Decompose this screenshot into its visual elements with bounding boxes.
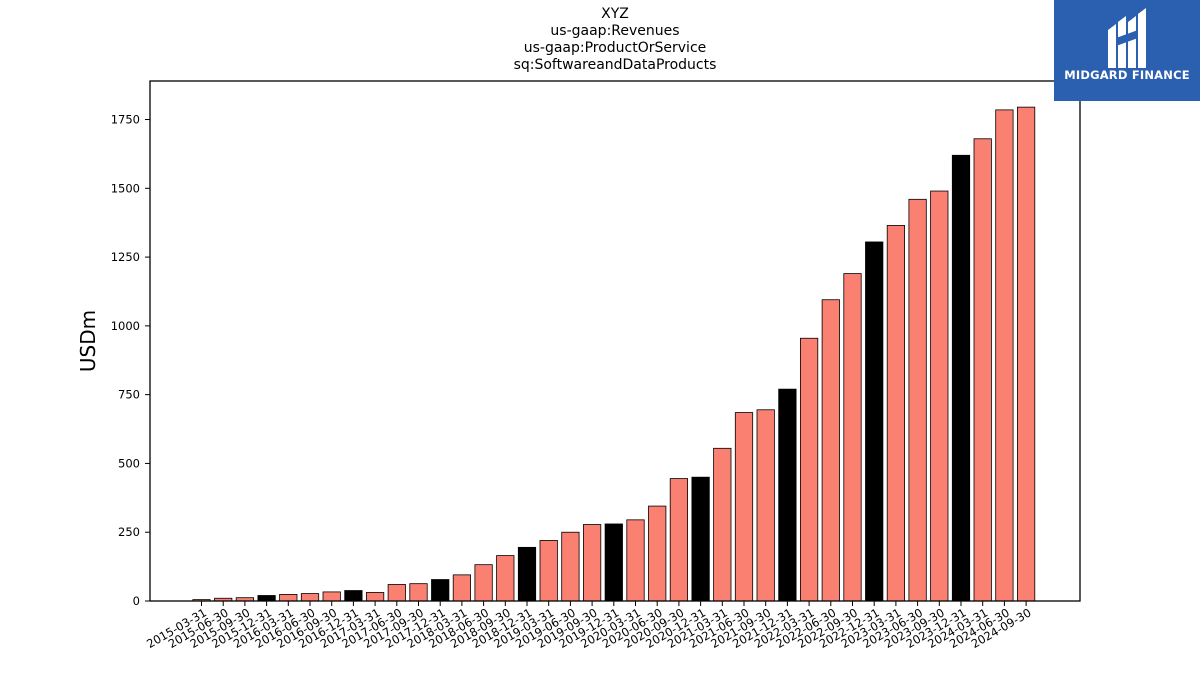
brand-logo-text: MIDGARD FINANCE [1064,68,1190,82]
plot-frame [149,80,1081,602]
y-tick-label-1000: 1000 [111,319,140,333]
midgard-logo-icon [1108,8,1146,68]
bar-2023-06-30 [908,198,927,602]
bar-2020-06-30 [648,505,667,602]
bar-2018-06-30 [474,564,493,602]
bar-2019-06-30 [561,531,580,602]
y-tick-label-1500: 1500 [111,181,140,195]
bar-2016-03-31 [279,594,298,602]
bar-2024-03-31 [973,138,992,602]
bar-2016-12-31 [344,590,363,602]
bar-2019-12-31 [604,523,623,602]
bar-2018-12-31 [517,546,537,602]
bar-2017-03-31 [365,592,385,602]
bar-2020-12-31 [691,476,710,602]
bar-2017-06-30 [387,584,406,602]
y-axis-label: USDm [76,310,100,372]
bar-2019-03-31 [539,540,558,602]
bar-2017-12-31 [431,579,450,602]
bar-2021-06-30 [734,412,754,602]
bar-2022-12-31 [865,241,884,602]
y-tick-label-500: 500 [118,456,140,470]
y-tick-label-750: 750 [118,388,140,402]
bar-2020-03-31 [626,519,645,602]
bar-2024-06-30 [995,109,1014,602]
brand-logo: MIDGARD FINANCE [1054,0,1200,101]
y-tick-label-0: 0 [133,594,140,608]
bar-2020-09-30 [669,478,689,602]
bar-2016-09-30 [322,591,341,602]
chart-title-block: XYZ us-gaap:Revenues us-gaap:ProductOrSe… [150,6,1080,74]
y-tick-label-250: 250 [118,525,140,539]
bar-2021-09-30 [756,409,775,602]
bar-2022-03-31 [800,337,819,602]
bar-2019-09-30 [583,524,602,602]
bar-2021-03-31 [713,447,732,602]
bar-2015-12-31 [257,595,276,602]
bar-2024-09-30 [1017,106,1036,602]
bar-2016-06-30 [300,593,320,602]
bar-2023-12-31 [951,154,971,602]
bar-2021-12-31 [778,388,797,602]
bar-2018-09-30 [496,555,515,602]
bar-2022-06-30 [821,299,840,602]
bar-2022-09-30 [843,273,862,602]
chart-subtitle-3: sq:SoftwareandDataProducts [513,57,717,73]
chart-subtitle-1: us-gaap:Revenues [550,23,680,39]
bar-2023-03-31 [886,225,906,602]
y-tick-label-1750: 1750 [111,113,140,127]
y-tick-label-1250: 1250 [111,250,140,264]
chart-subtitle-2: us-gaap:ProductOrService [523,40,707,56]
chart-title: XYZ [601,6,629,22]
bar-2018-03-31 [452,574,472,602]
bar-2017-09-30 [409,583,428,602]
bar-2023-09-30 [930,190,949,602]
